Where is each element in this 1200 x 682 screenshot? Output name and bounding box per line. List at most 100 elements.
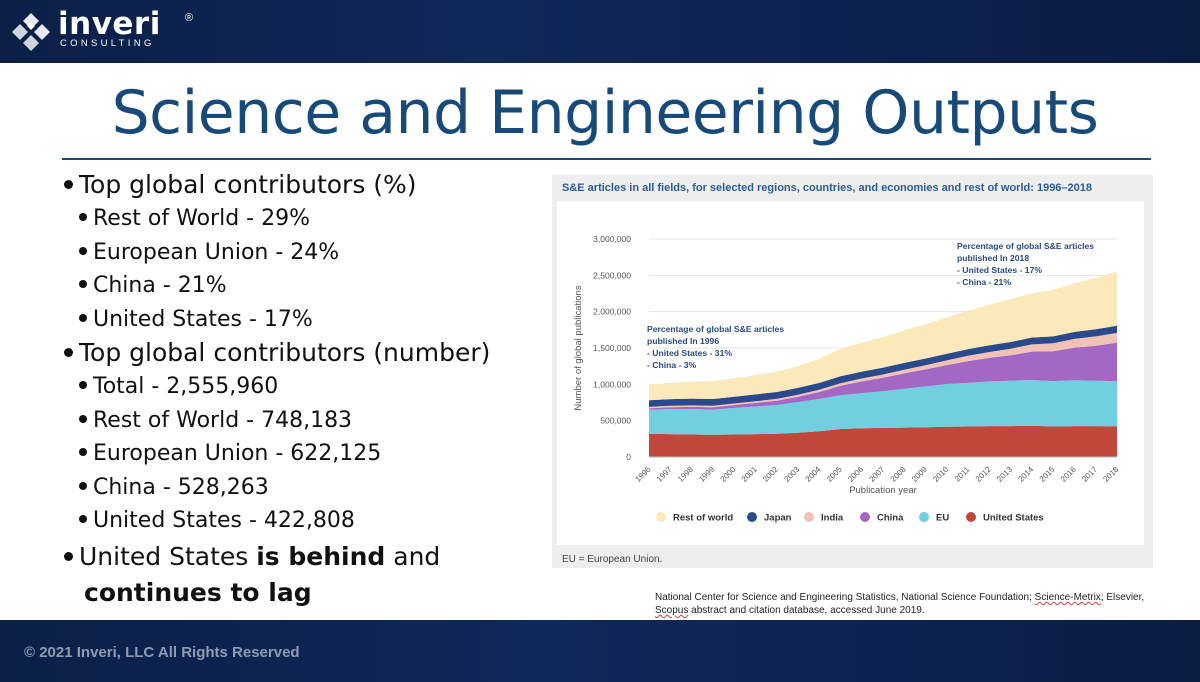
bullet-conclusion: United States is behind and — [64, 540, 544, 574]
x-tick-label: 2008 — [889, 464, 908, 483]
x-tick-label: 2006 — [846, 464, 865, 483]
bullet-num-item: Rest of World - 748,183 — [64, 404, 544, 438]
area-india — [649, 332, 1117, 409]
x-tick-label: 2000 — [719, 464, 738, 483]
title-divider — [62, 158, 1151, 160]
y-tick-label: 0 — [626, 452, 631, 462]
bullet-num-item: China - 528,263 — [64, 471, 544, 505]
y-axis-label: Number of global publications — [573, 285, 584, 410]
x-tick-label: 1998 — [676, 464, 695, 483]
slide-title: Science and Engineering Outputs — [111, 78, 1099, 148]
y-tick-label: 1,500,000 — [593, 343, 631, 353]
area-united-states — [649, 425, 1117, 457]
x-tick-label: 2015 — [1038, 464, 1057, 483]
x-tick-label: 2002 — [761, 464, 780, 483]
area-japan — [649, 325, 1117, 407]
bullet-dot-icon — [79, 280, 87, 288]
bullet-pct-heading: Top global contributors (%) — [64, 168, 544, 202]
x-tick-label: 2004 — [804, 464, 823, 483]
chart-title: S&E articles in all fields, for selected… — [562, 182, 1093, 194]
x-tick-label: 2014 — [1016, 464, 1035, 483]
x-tick-label: 2011 — [953, 464, 972, 483]
x-tick-label: 2003 — [782, 464, 801, 483]
chart-note: EU = European Union. — [562, 554, 663, 565]
y-tick-label: 500,000 — [600, 416, 631, 426]
legend-swatch — [656, 512, 666, 522]
bullet-dot-icon — [64, 348, 73, 357]
bullet-pct-item: Rest of World - 29% — [64, 202, 544, 236]
annotation-1996: published In 1996 — [647, 336, 719, 346]
y-tick-label: 2,500,000 — [593, 270, 631, 280]
x-tick-label: 1999 — [697, 464, 716, 483]
stacked-area-chart: 0 500,000 1,000,000 1,500,000 2,000,000 2,500… — [573, 234, 1121, 524]
x-tick-label: 1996 — [633, 464, 652, 483]
bullet-num-item: United States - 422,808 — [64, 504, 544, 538]
x-tick-label: 2013 — [995, 464, 1014, 483]
x-tick-label: 2007 — [867, 464, 886, 483]
legend-label: India — [821, 513, 844, 524]
bullet-pct-item: European Union - 24% — [64, 236, 544, 270]
logo-subtitle: CONSULTING — [60, 38, 155, 49]
legend-label: EU — [936, 513, 949, 524]
bullet-dot-icon — [79, 414, 87, 423]
x-tick-label: 2018 — [1101, 464, 1120, 483]
x-tick-label: 1997 — [655, 464, 674, 483]
x-tick-label: 2001 — [740, 464, 759, 483]
y-tick-label: 2,000,000 — [593, 307, 631, 317]
legend-label: China — [877, 513, 904, 524]
x-tick-label: 2012 — [974, 464, 993, 483]
bullet-dot-icon — [79, 313, 87, 322]
chart-area: 0 500,000 1,000,000 1,500,000 2,000,000 2,500… — [557, 201, 1144, 545]
bullet-pct-item: United States - 17% — [64, 303, 544, 337]
top-banner: inveri ® CONSULTING — [0, 0, 1200, 63]
bullet-pct-item: China - 21% — [64, 269, 544, 303]
legend-swatch — [919, 512, 929, 522]
source-citation: National Center for Science and Engineer… — [655, 592, 1145, 616]
x-axis-label: Publication year — [849, 485, 917, 496]
y-tick-label: 1,000,000 — [593, 379, 631, 389]
registered-mark: ® — [185, 12, 194, 24]
y-tick-label: 3,000,000 — [593, 234, 631, 244]
bullet-dot-icon — [64, 180, 73, 189]
legend-label: Japan — [764, 513, 792, 524]
bullet-dot-icon — [79, 213, 87, 221]
annotation-1996: - China - 3% — [647, 360, 697, 370]
bullet-dot-icon — [79, 481, 87, 490]
annotation-2018: - China - 21% — [957, 277, 1011, 287]
bullet-dot-icon — [64, 551, 73, 561]
legend-swatch — [860, 512, 870, 522]
legend-swatch — [747, 512, 757, 522]
bullet-dot-icon — [79, 515, 87, 523]
annotation-1996: - United States - 31% — [647, 348, 732, 358]
area-china — [649, 342, 1117, 410]
annotation-2018: published In 2018 — [957, 253, 1029, 263]
bullet-num-item: Total - 2,555,960 — [64, 370, 544, 404]
x-tick-label: 2009 — [910, 464, 929, 483]
x-tick-label: 2010 — [931, 464, 950, 483]
legend-swatch — [804, 512, 814, 522]
area-eu — [649, 380, 1117, 435]
footer-banner: © 2021 Inveri, LLC All Rights Reserved — [0, 620, 1200, 682]
legend-label: United States — [983, 513, 1044, 524]
annotation-2018: Percentage of global S&E articles — [957, 241, 1094, 251]
annotation-2018: - United States - 17% — [957, 265, 1042, 275]
legend-label: Rest of world — [673, 513, 733, 524]
copyright-text: © 2021 Inveri, LLC All Rights Reserved — [24, 644, 300, 661]
bullet-dot-icon — [79, 246, 87, 255]
annotation-1996: Percentage of global S&E articles — [647, 324, 784, 334]
area-rest-of-world — [649, 271, 1117, 401]
bullet-conclusion-cont: continues to lag — [84, 577, 312, 607]
bullet-num-item: European Union - 622,125 — [64, 437, 544, 471]
x-tick-label: 2016 — [1059, 464, 1078, 483]
inveri-logo: inveri ® CONSULTING — [10, 6, 193, 54]
legend-swatch — [966, 512, 976, 522]
bullet-num-heading: Top global contributors (number) — [64, 336, 544, 370]
bullet-list: Top global contributors (%) Rest of Worl… — [64, 168, 544, 612]
bullet-dot-icon — [79, 381, 87, 389]
x-tick-label: 2005 — [825, 464, 844, 483]
chart-panel: S&E articles in all fields, for selected… — [552, 175, 1153, 568]
logo-wordmark: inveri — [58, 6, 161, 42]
bullet-dot-icon — [79, 448, 87, 456]
inveri-logo-icon — [12, 13, 50, 51]
x-tick-label: 2017 — [1080, 464, 1099, 483]
